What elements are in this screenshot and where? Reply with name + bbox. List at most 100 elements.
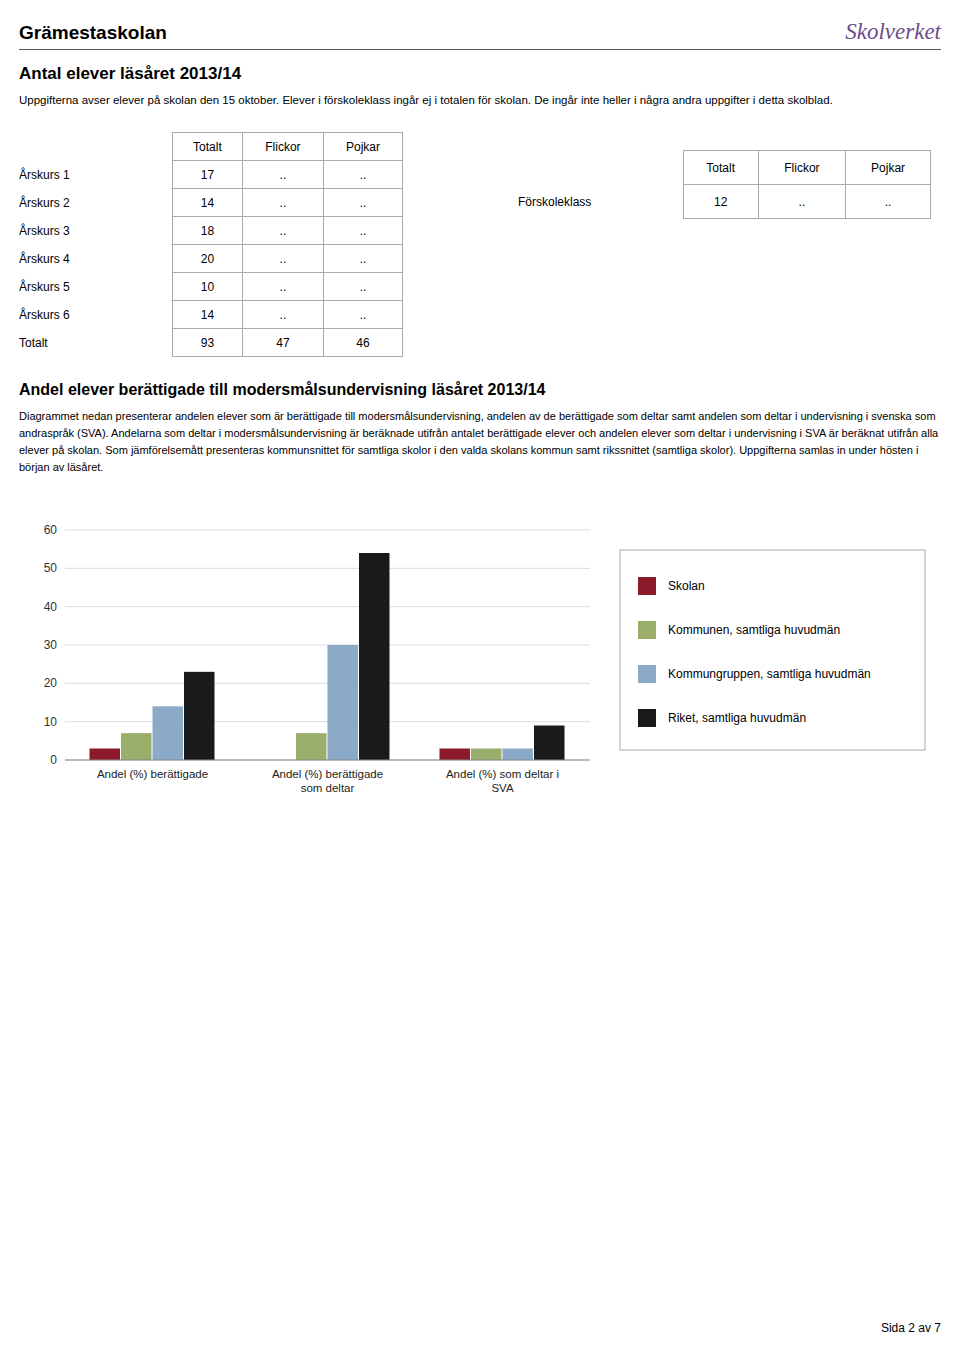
legend-label: Skolan [668, 579, 705, 593]
legend-box [620, 550, 925, 750]
grid-line [65, 760, 590, 761]
y-tick-label: 30 [44, 638, 58, 652]
table-cell: .. [324, 217, 403, 245]
x-axis-line [65, 760, 590, 761]
table-row: Årskurs 420.... [19, 245, 403, 273]
publisher: Skolverket [845, 19, 941, 45]
table-row-label: Årskurs 6 [19, 301, 172, 329]
table-header: Totalt [172, 133, 242, 161]
table-header-row: TotaltFlickorPojkar [518, 151, 931, 185]
table-row-label: Årskurs 4 [19, 245, 172, 273]
table-cell: .. [324, 301, 403, 329]
table-cell: 46 [324, 329, 403, 357]
table-row: Förskoleklass12.... [518, 185, 931, 219]
table-cell: 18 [172, 217, 242, 245]
table-cell: 17 [172, 161, 242, 189]
table-header: Flickor [242, 133, 323, 161]
chart: 0102030405060Andel (%) berättigadeAndel … [20, 515, 940, 835]
x-tick-label: Andel (%) berättigade [97, 768, 208, 780]
student-table: TotaltFlickorPojkarFörskoleklass12.... [518, 150, 931, 219]
table-header: Pojkar [846, 151, 931, 185]
y-tick-label: 0 [50, 753, 57, 767]
x-tick-label-line: Andel (%) som deltar i [446, 768, 559, 780]
table-header-row: TotaltFlickorPojkar [19, 133, 403, 161]
table-row-label: Årskurs 3 [19, 217, 172, 245]
table-cell: 12 [683, 185, 758, 219]
table-row: Årskurs 614.... [19, 301, 403, 329]
table-cell: .. [242, 301, 323, 329]
bar [440, 749, 471, 761]
table-row-label: Totalt [19, 329, 172, 357]
table-cell: .. [324, 189, 403, 217]
x-tick-label: Andel (%) som deltar i SVA [446, 768, 559, 794]
table-row-label: Förskoleklass [518, 185, 683, 219]
table-row: Årskurs 318.... [19, 217, 403, 245]
page-note: Sida 2 av 7 [881, 1321, 941, 1335]
y-tick-label: 60 [44, 523, 58, 537]
header-rule [19, 49, 941, 50]
y-tick-label: 40 [44, 600, 58, 614]
grid-line [65, 606, 590, 607]
bar [471, 749, 502, 761]
table-cell: .. [242, 273, 323, 301]
bar [328, 645, 359, 760]
table-cell: .. [324, 161, 403, 189]
chart-title: Andel elever berättigade till modersmåls… [19, 381, 941, 399]
x-tick-label: Andel (%) berättigade som deltar [272, 768, 383, 794]
chart-description: Diagrammet nedan presenterar andelen ele… [19, 408, 941, 476]
table-cell: 14 [172, 301, 242, 329]
legend-swatch [638, 709, 656, 727]
x-tick-label-line: Andel (%) berättigade [272, 768, 383, 780]
table-row-label: Årskurs 2 [19, 189, 172, 217]
legend-swatch [638, 577, 656, 595]
table-corner [19, 133, 172, 161]
student-table: TotaltFlickorPojkarÅrskurs 117....Årskur… [19, 132, 403, 357]
section-title: Antal elever läsåret 2013/14 [19, 64, 241, 84]
y-tick-label: 50 [44, 561, 58, 575]
table-cell: .. [758, 185, 845, 219]
legend-swatch [638, 621, 656, 639]
table-cell: .. [242, 189, 323, 217]
bar [359, 553, 390, 760]
y-tick-label: 10 [44, 715, 58, 729]
table-cell: 93 [172, 329, 242, 357]
bar [503, 749, 534, 761]
x-tick-label-line: Andel (%) berättigade [97, 768, 208, 780]
table-cell: 47 [242, 329, 323, 357]
table-cell: .. [324, 273, 403, 301]
y-tick-label: 20 [44, 676, 58, 690]
bar [184, 672, 215, 760]
table-row-label: Årskurs 1 [19, 161, 172, 189]
legend-label: Kommunen, samtliga huvudmän [668, 623, 840, 637]
table-cell: .. [242, 161, 323, 189]
bars [90, 553, 565, 760]
table-cell: .. [242, 245, 323, 273]
x-tick-label-line: SVA [491, 782, 513, 794]
bar [153, 706, 184, 760]
section-subtitle: Uppgifterna avser elever på skolan den 1… [19, 92, 941, 109]
table-cell: 14 [172, 189, 242, 217]
table-row: Årskurs 117.... [19, 161, 403, 189]
table-row: Totalt934746 [19, 329, 403, 357]
table-cell: 20 [172, 245, 242, 273]
table-row-label: Årskurs 5 [19, 273, 172, 301]
grid-line [65, 530, 590, 531]
bar [90, 749, 121, 761]
school-title: Grämestaskolan [19, 22, 167, 44]
table-row: Årskurs 214.... [19, 189, 403, 217]
table-cell: .. [846, 185, 931, 219]
bar [534, 726, 565, 761]
legend-label: Riket, samtliga huvudmän [668, 711, 806, 725]
table-cell: 10 [172, 273, 242, 301]
table-row: Årskurs 510.... [19, 273, 403, 301]
legend-label: Kommungruppen, samtliga huvudmän [668, 667, 871, 681]
grid-line [65, 568, 590, 569]
bar [121, 733, 152, 760]
x-tick-label-line: som deltar [301, 782, 355, 794]
table-cell: .. [242, 217, 323, 245]
legend-swatch [638, 665, 656, 683]
bar [296, 733, 327, 760]
table-header: Totalt [683, 151, 758, 185]
table-header: Flickor [758, 151, 845, 185]
table-corner [518, 151, 683, 185]
